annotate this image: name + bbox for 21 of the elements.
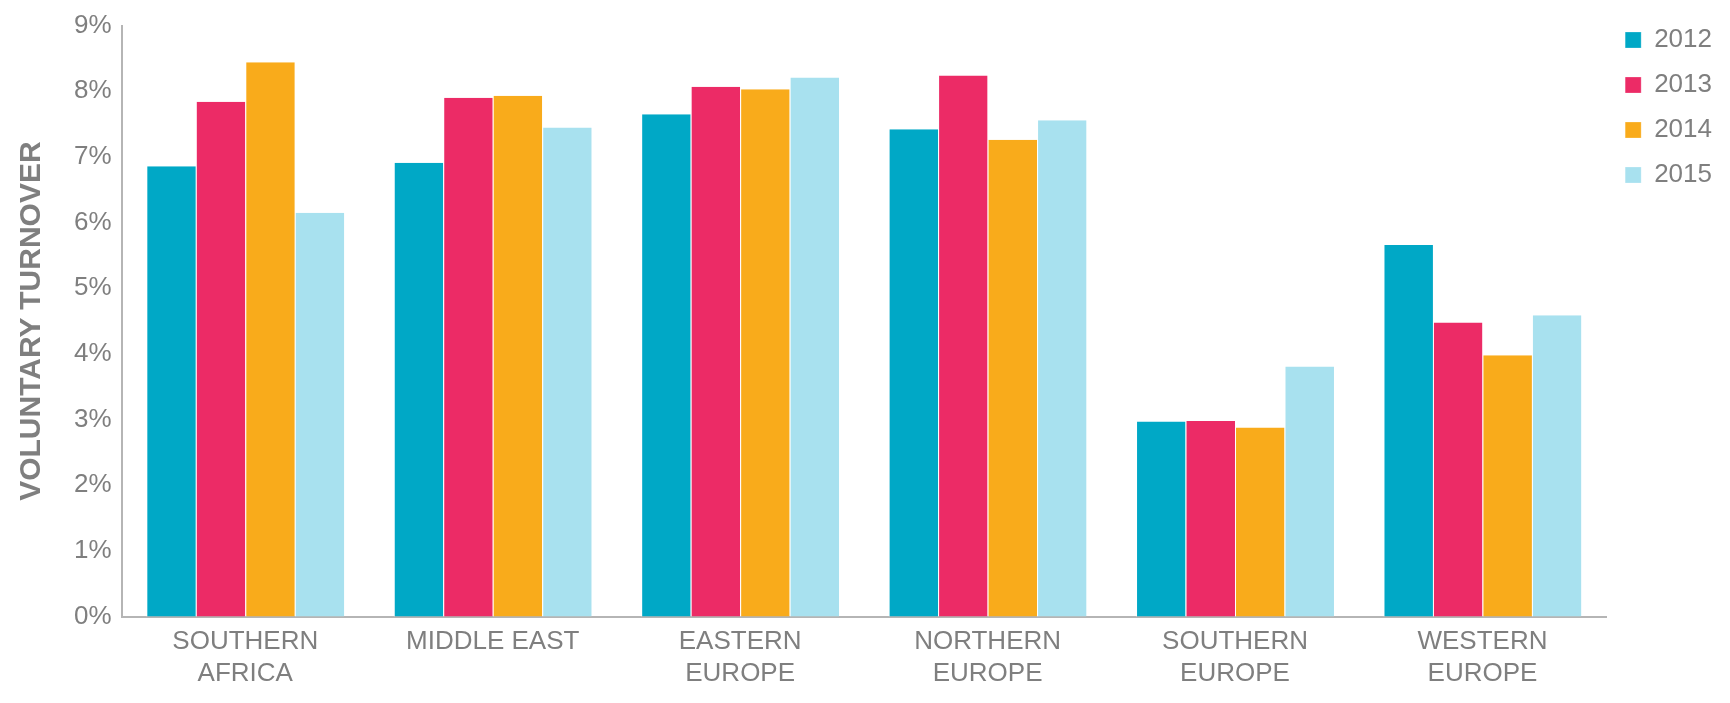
y-tick-label: 0% [74, 599, 112, 630]
x-tick-label: MIDDLE EAST [406, 625, 580, 656]
legend-label: 2012 [1654, 23, 1712, 54]
y-tick-label: 9% [74, 8, 112, 39]
y-tick-label: 6% [74, 205, 112, 236]
y-axis-title: VOLUNTARY TURNOVER [13, 141, 47, 501]
legend-label: 2013 [1654, 68, 1712, 99]
x-tick-label: NORTHERN EUROPE [914, 625, 1062, 687]
y-tick-label: 1% [74, 534, 112, 565]
y-tick-label: 2% [74, 468, 112, 499]
legend-label: 2014 [1654, 113, 1712, 144]
y-tick-label: 7% [74, 140, 112, 171]
x-tick-label: SOUTHERN EUROPE [1162, 625, 1308, 687]
y-tick-label: 4% [74, 337, 112, 368]
x-tick-label: SOUTHERN AFRICA [172, 625, 319, 687]
y-tick-label: 3% [74, 402, 112, 433]
y-tick-label: 8% [74, 74, 112, 105]
legend-label: 2015 [1654, 158, 1712, 189]
y-tick-label: 5% [74, 271, 112, 302]
x-tick-label: WESTERN EUROPE [1417, 625, 1548, 687]
x-tick-label: EASTERN EUROPE [678, 625, 802, 687]
